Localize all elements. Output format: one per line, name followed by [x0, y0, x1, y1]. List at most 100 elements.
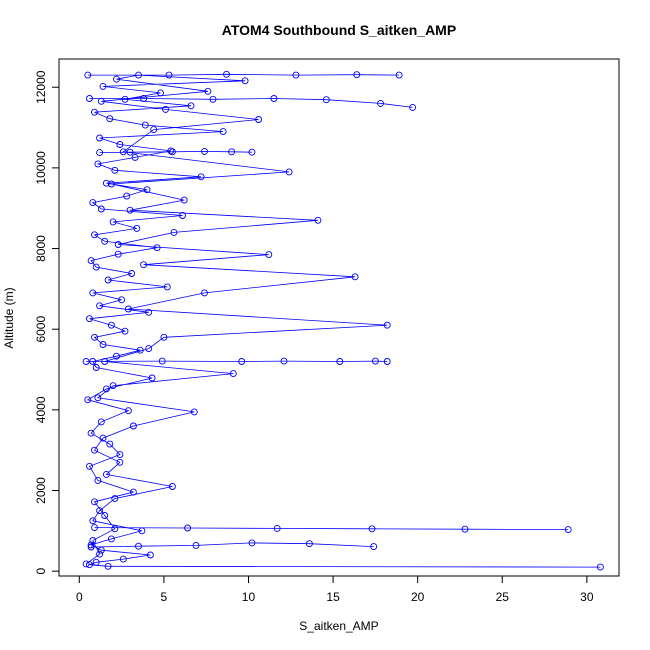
data-point — [280, 357, 288, 365]
data-point — [140, 95, 148, 102]
data-point — [187, 102, 195, 110]
y-tick-label: 12000 — [34, 70, 48, 104]
data-point — [124, 407, 132, 415]
data-point — [184, 524, 192, 532]
data-point — [113, 352, 120, 360]
data-point — [162, 105, 170, 113]
data-point — [87, 543, 95, 551]
data-point — [126, 206, 134, 214]
data-point — [133, 224, 141, 232]
data-point — [89, 289, 97, 297]
data-point — [97, 418, 105, 426]
data-point — [89, 199, 97, 207]
data-point — [190, 408, 198, 416]
data-point — [96, 149, 104, 157]
data-point — [91, 231, 98, 239]
series-4 — [91, 524, 572, 534]
data-point — [241, 77, 249, 85]
data-point — [121, 327, 129, 335]
data-point — [128, 270, 136, 277]
series-0-line — [85, 74, 601, 568]
data-point — [101, 512, 109, 519]
data-point — [91, 446, 98, 454]
x-tick-label: 10 — [242, 590, 256, 604]
plot-layer — [82, 70, 604, 571]
data-point — [123, 192, 131, 200]
data-point — [111, 495, 119, 503]
data-point — [113, 75, 120, 83]
data-point — [209, 95, 217, 103]
data-point — [96, 550, 104, 558]
data-point — [106, 440, 114, 448]
data-point — [351, 273, 359, 281]
data-point — [91, 333, 98, 341]
data-point — [158, 357, 166, 365]
data-point — [107, 180, 115, 188]
data-point — [102, 385, 110, 393]
chart-title: ATOM4 Southbound S_aitken_AMP — [222, 22, 456, 38]
data-point — [238, 358, 246, 365]
series-1 — [84, 70, 403, 79]
data-point — [111, 525, 119, 533]
data-point — [336, 358, 344, 365]
data-point — [170, 228, 178, 236]
data-point — [353, 71, 361, 79]
data-point — [104, 562, 112, 570]
series-1-line — [87, 73, 400, 76]
x-axis: 0 5 10 15 20 25 30 — [76, 575, 594, 604]
data-point — [116, 458, 124, 466]
data-point — [86, 462, 93, 470]
data-point — [119, 148, 127, 156]
data-point — [92, 364, 100, 371]
data-point — [265, 251, 273, 259]
data-point — [118, 296, 126, 304]
data-point — [322, 96, 330, 104]
data-point — [99, 82, 107, 90]
data-point — [371, 357, 379, 365]
y-tick-label: 2000 — [34, 477, 48, 504]
x-tick-label: 20 — [411, 590, 425, 604]
data-point — [135, 542, 142, 550]
data-point — [129, 488, 137, 496]
data-point — [248, 148, 256, 156]
data-point — [136, 346, 144, 354]
data-point — [92, 558, 100, 566]
data-point — [91, 498, 98, 506]
data-point — [91, 108, 98, 116]
x-tick-label: 30 — [580, 590, 594, 604]
data-point — [165, 71, 173, 79]
data-point — [91, 524, 98, 532]
y-tick-label: 0 — [34, 568, 48, 575]
data-point — [148, 374, 156, 382]
data-point — [145, 345, 153, 353]
data-point — [84, 71, 92, 79]
data-point — [124, 305, 132, 313]
data-point — [129, 422, 137, 430]
data-point — [86, 95, 93, 102]
data-point — [86, 315, 93, 323]
series-2-line — [89, 98, 413, 108]
y-tick-label: 8000 — [34, 235, 48, 262]
data-point — [114, 241, 122, 248]
data-point — [106, 115, 114, 123]
data-point — [116, 451, 124, 459]
data-point — [197, 173, 205, 181]
data-point — [102, 179, 110, 187]
data-point — [168, 483, 176, 490]
data-point — [146, 551, 154, 559]
data-point — [141, 121, 149, 129]
data-point — [94, 160, 102, 168]
data-point — [107, 321, 115, 329]
data-point — [87, 429, 95, 437]
data-point — [111, 166, 119, 174]
data-point — [157, 89, 164, 97]
data-point — [102, 470, 110, 478]
data-point — [94, 394, 102, 402]
data-point — [87, 257, 95, 265]
data-point — [99, 341, 107, 348]
data-point — [229, 370, 237, 378]
data-point — [92, 263, 100, 271]
data-point — [273, 524, 281, 532]
data-point — [409, 103, 417, 111]
